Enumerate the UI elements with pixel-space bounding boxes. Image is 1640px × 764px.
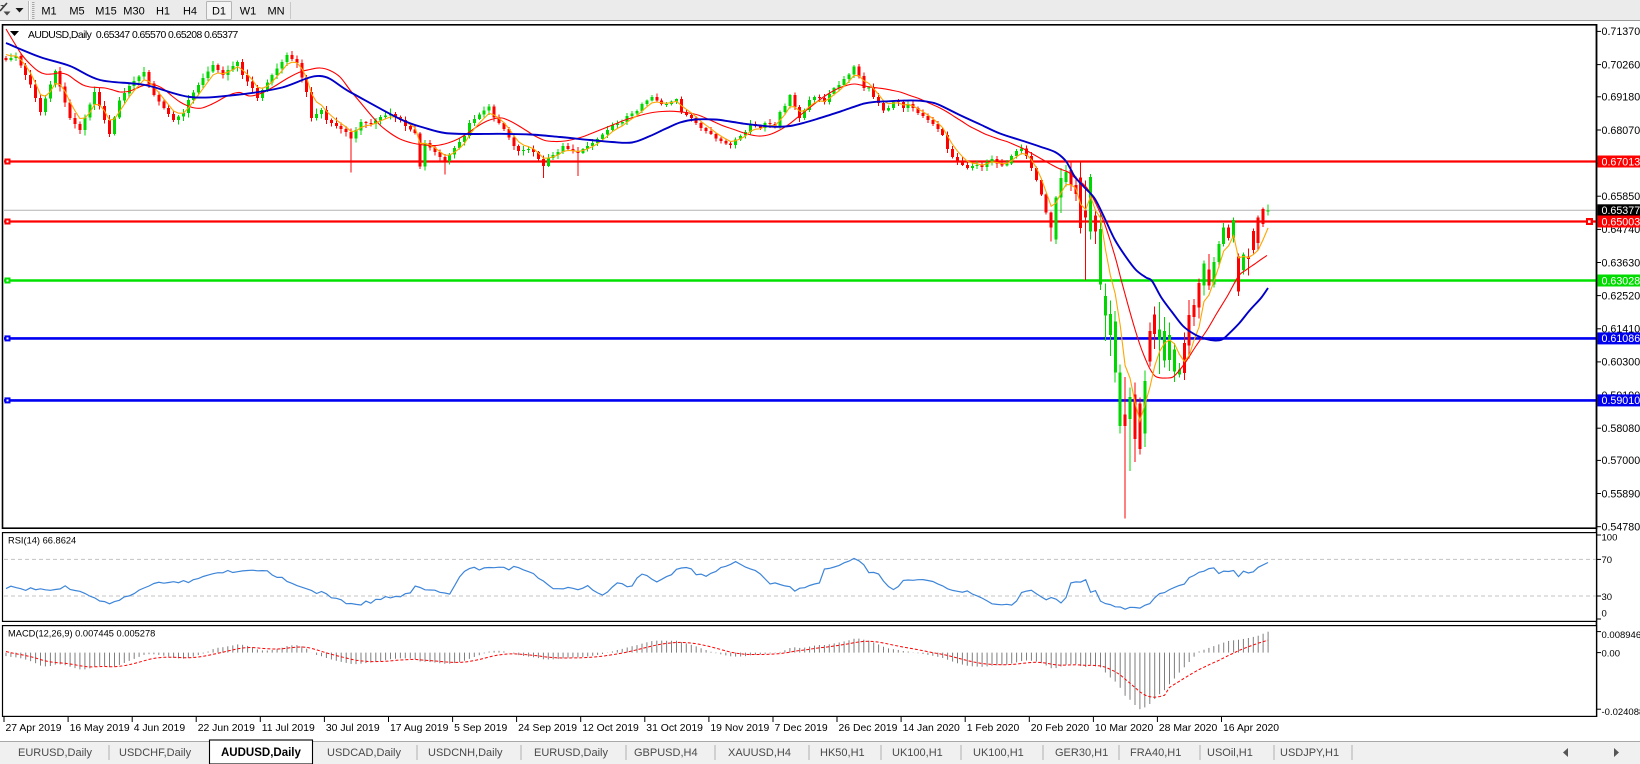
svg-text:FRA40,H1: FRA40,H1 <box>1130 747 1181 759</box>
svg-text:M1: M1 <box>41 6 56 18</box>
svg-text:RSI(14) 66.8624: RSI(14) 66.8624 <box>8 536 76 546</box>
svg-text:H4: H4 <box>183 6 197 18</box>
svg-text:30: 30 <box>1602 592 1613 603</box>
svg-text:0: 0 <box>1602 609 1607 620</box>
svg-text:17 Aug 2019: 17 Aug 2019 <box>390 723 449 734</box>
svg-text:GER30,H1: GER30,H1 <box>1055 747 1108 759</box>
svg-text:M30: M30 <box>123 6 144 18</box>
svg-text:H1: H1 <box>156 6 170 18</box>
svg-text:30 Jul 2019: 30 Jul 2019 <box>326 723 380 734</box>
svg-text:-0.024088: -0.024088 <box>1602 707 1640 718</box>
svg-text:M15: M15 <box>95 6 116 18</box>
svg-text:16 May 2019: 16 May 2019 <box>70 723 130 734</box>
svg-text:0.61086: 0.61086 <box>1602 333 1640 345</box>
svg-text:7 Dec 2019: 7 Dec 2019 <box>775 723 828 734</box>
svg-text:W1: W1 <box>240 6 257 18</box>
svg-text:0.62520: 0.62520 <box>1602 290 1640 302</box>
svg-text:5 Sep 2019: 5 Sep 2019 <box>454 723 507 734</box>
svg-text:0.63028: 0.63028 <box>1602 275 1640 287</box>
svg-text:0.63630: 0.63630 <box>1602 257 1640 269</box>
svg-text:4 Jun 2019: 4 Jun 2019 <box>134 723 186 734</box>
svg-text:AUDUSD,Daily 0.65347 0.65570: AUDUSD,Daily 0.65347 0.65570 0.65208 0.6… <box>28 30 239 41</box>
svg-text:USOil,H1: USOil,H1 <box>1207 747 1253 759</box>
svg-text:0.58080: 0.58080 <box>1602 423 1640 435</box>
svg-text:EURUSD,Daily: EURUSD,Daily <box>534 747 608 759</box>
svg-text:D1: D1 <box>212 6 226 18</box>
svg-text:1 Feb 2020: 1 Feb 2020 <box>967 723 1020 734</box>
svg-text:USDCHF,Daily: USDCHF,Daily <box>119 747 192 759</box>
svg-text:31 Oct 2019: 31 Oct 2019 <box>646 723 703 734</box>
svg-text:0.69180: 0.69180 <box>1602 92 1640 104</box>
svg-text:11 Jul 2019: 11 Jul 2019 <box>262 723 315 734</box>
svg-text:USDCNH,Daily: USDCNH,Daily <box>428 747 503 759</box>
svg-text:USDJPY,H1: USDJPY,H1 <box>1280 747 1339 759</box>
svg-text:0.68070: 0.68070 <box>1602 125 1640 137</box>
svg-text:27 Apr 2019: 27 Apr 2019 <box>6 723 62 734</box>
svg-text:HK50,H1: HK50,H1 <box>820 747 865 759</box>
svg-text:0.55890: 0.55890 <box>1602 488 1640 500</box>
svg-text:26 Dec 2019: 26 Dec 2019 <box>839 723 898 734</box>
svg-text:0.65377: 0.65377 <box>1602 205 1640 217</box>
svg-text:28 Mar 2020: 28 Mar 2020 <box>1159 723 1218 734</box>
svg-text:UK100,H1: UK100,H1 <box>973 747 1024 759</box>
svg-text:16 Apr 2020: 16 Apr 2020 <box>1223 723 1279 734</box>
svg-text:0.67013: 0.67013 <box>1602 156 1640 168</box>
svg-text:0.65850: 0.65850 <box>1602 191 1640 203</box>
svg-text:0.71370: 0.71370 <box>1602 26 1640 38</box>
svg-text:0.65003: 0.65003 <box>1602 216 1640 228</box>
svg-text:10 Mar 2020: 10 Mar 2020 <box>1095 723 1154 734</box>
svg-text:MACD(12,26,9) 0.007445 0.00527: MACD(12,26,9) 0.007445 0.005278 <box>8 629 155 639</box>
svg-text:0.008946: 0.008946 <box>1602 630 1640 641</box>
svg-text:USDCAD,Daily: USDCAD,Daily <box>327 747 401 759</box>
svg-text:100: 100 <box>1602 533 1618 544</box>
svg-text:14 Jan 2020: 14 Jan 2020 <box>903 723 960 734</box>
svg-text:XAUUSD,H4: XAUUSD,H4 <box>728 747 791 759</box>
svg-text:GBPUSD,H4: GBPUSD,H4 <box>634 747 698 759</box>
svg-text:0.00: 0.00 <box>1602 648 1621 659</box>
svg-text:EURUSD,Daily: EURUSD,Daily <box>18 747 92 759</box>
svg-text:12 Oct 2019: 12 Oct 2019 <box>582 723 639 734</box>
svg-text:0.70260: 0.70260 <box>1602 59 1640 71</box>
svg-text:19 Nov 2019: 19 Nov 2019 <box>710 723 769 734</box>
svg-text:M5: M5 <box>69 6 84 18</box>
svg-text:20 Feb 2020: 20 Feb 2020 <box>1031 723 1090 734</box>
svg-text:70: 70 <box>1602 555 1613 566</box>
svg-text:22 Jun 2019: 22 Jun 2019 <box>198 723 255 734</box>
svg-text:UK100,H1: UK100,H1 <box>892 747 943 759</box>
svg-text:24 Sep 2019: 24 Sep 2019 <box>518 723 577 734</box>
svg-text:0.54780: 0.54780 <box>1602 522 1640 534</box>
svg-text:MN: MN <box>267 6 284 18</box>
svg-text:0.59010: 0.59010 <box>1602 395 1640 407</box>
svg-text:AUDUSD,Daily: AUDUSD,Daily <box>221 747 301 759</box>
svg-text:0.60300: 0.60300 <box>1602 357 1640 369</box>
svg-text:0.57000: 0.57000 <box>1602 455 1640 467</box>
